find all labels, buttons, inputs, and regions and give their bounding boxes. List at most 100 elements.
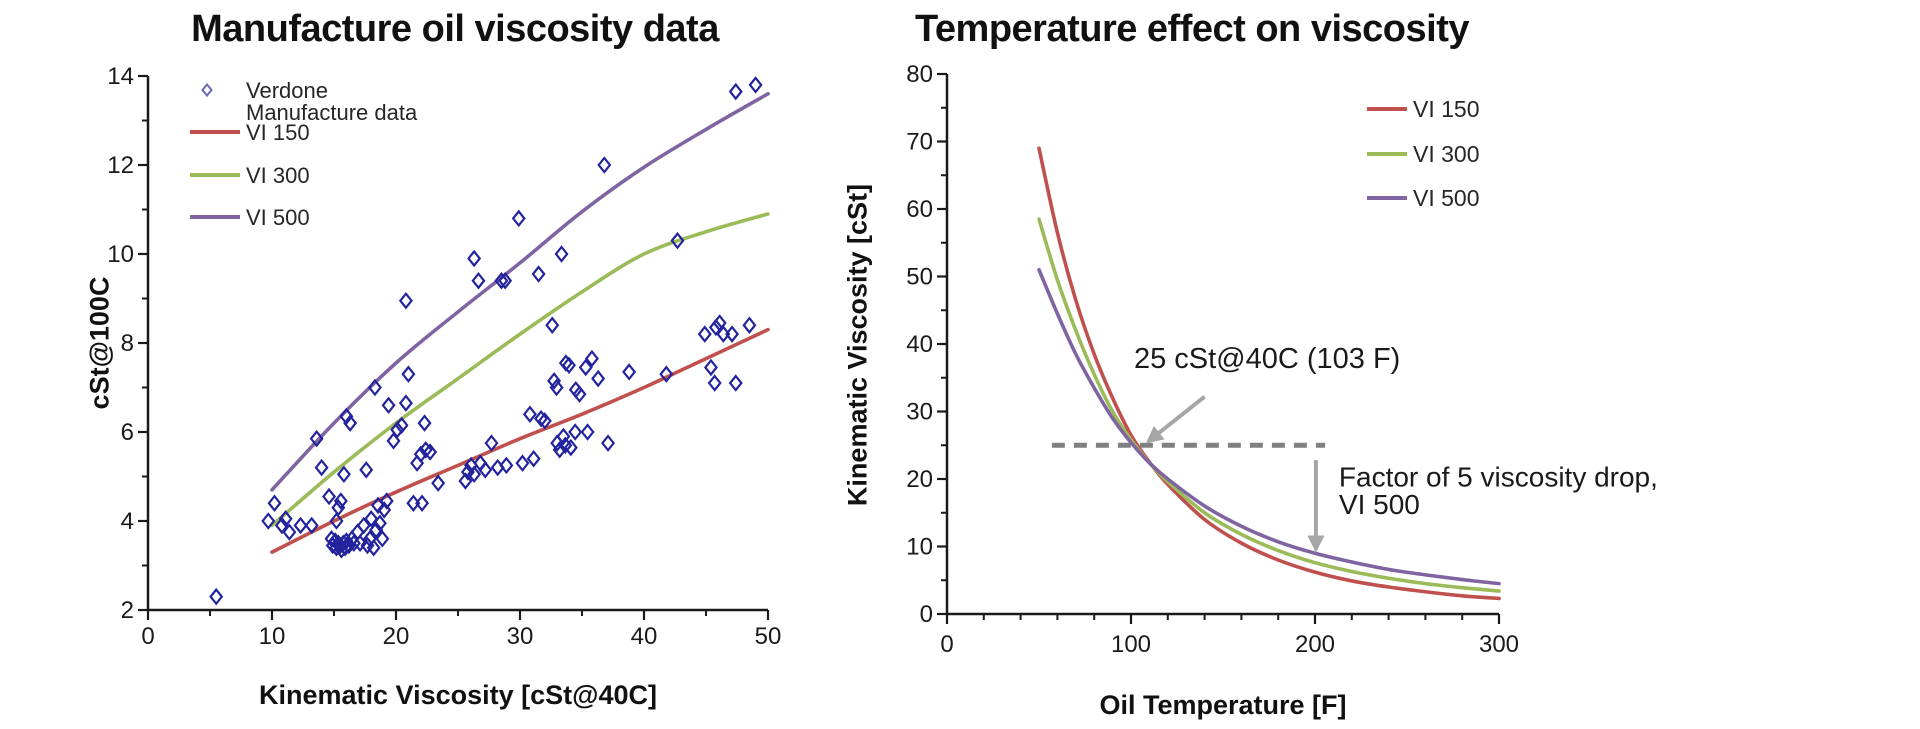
scatter-point [364,510,379,528]
series-line-vi-150 [1037,146,1501,601]
series-line-vi-150 [270,327,770,554]
scatter-point [366,538,381,557]
y-tick-label: 80 [906,61,933,88]
scatter-point [534,409,549,428]
series-line-vi-300 [1037,217,1501,593]
legend-label-vi-500: VI 500 [1413,185,1480,211]
scatter-point [597,156,612,174]
scatter-point [584,349,599,368]
scatter-point [341,536,356,555]
x-tick-label: 0 [940,631,953,658]
scatter-point [278,510,293,528]
y-tick-label: 40 [906,331,933,358]
scatter-point [484,434,499,452]
y-tick-label: 2 [121,597,134,624]
scatter-point [728,82,743,101]
x-tick-label: 10 [259,623,286,650]
legend-scatter-label: Verdone [246,78,328,103]
left-x-axis-label: Kinematic Viscosity [cSt@40C] [259,680,657,710]
x-tick-label: 200 [1295,631,1335,658]
scatter-point [401,365,416,383]
scatter-point [591,369,606,388]
scatter-point [526,449,541,468]
scatter-point [398,291,413,310]
y-tick-label: 30 [906,399,933,426]
y-tick-label: 6 [121,419,134,446]
scatter-point [478,461,493,479]
scatter-point [697,325,712,343]
scatter-point [670,231,685,250]
series-line-vi-500 [270,92,770,492]
scatter-point [333,492,348,510]
x-tick-label: 50 [755,623,782,650]
scatter-point [336,465,351,484]
annotation-text: 25 cSt@40C (103 F) [1134,343,1400,375]
y-tick-label: 60 [906,196,933,223]
scatter-point [494,271,509,290]
scatter-point [515,454,530,472]
scatter-point [742,316,757,334]
y-tick-label: 50 [906,264,933,291]
y-tick-label: 12 [107,152,134,179]
legend-diamond-icon [201,82,213,98]
y-tick-label: 70 [906,129,933,156]
y-tick-label: 8 [121,330,134,357]
scatter-point [390,421,405,439]
scatter-point [209,587,224,606]
y-tick-label: 10 [906,534,933,561]
annotation-arrow [1145,395,1206,444]
series-line-vi-300 [270,212,770,528]
scatter-point [601,434,616,452]
y-tick-label: 20 [906,466,933,493]
scatter-point [267,494,282,512]
scatter-point [423,443,438,461]
series-line-vi-500 [1037,267,1501,586]
y-tick-label: 4 [121,508,134,535]
scatter-point [467,465,482,484]
scatter-point [703,358,718,377]
scatter-point [394,416,409,435]
scatter-point [547,372,562,390]
legend-label-vi-300: VI 300 [246,163,310,188]
scatter-point [304,516,319,535]
scatter-point [572,385,587,403]
x-tick-label: 40 [631,623,658,650]
y-tick-label: 0 [920,601,933,628]
scatter-point [537,412,552,430]
scatter-point [622,363,637,381]
scatter-point [568,423,583,441]
scatter-point [369,521,384,539]
scatter-point [431,474,446,492]
scatter-point [554,245,569,263]
scatter-point [339,407,354,426]
scatter-point [379,492,394,510]
scatter-point [568,380,583,399]
scatter-point [708,318,723,337]
scatter-point [498,271,513,290]
x-tick-label: 300 [1479,631,1519,658]
scatter-point [353,534,368,553]
scatter-point [293,516,308,535]
scatter-point [322,487,337,506]
scatter-point [359,461,374,479]
y-tick-label: 14 [107,63,134,90]
scatter-point [556,427,571,446]
x-tick-label: 20 [383,623,410,650]
scatter-point [417,414,432,432]
right-x-axis-label: Oil Temperature [F] [1099,690,1347,720]
scatter-point [381,396,396,415]
legend-label-vi-500: VI 500 [246,205,310,230]
scatter-point [329,512,344,530]
scatter-point [386,432,401,450]
scatter-point [531,265,546,283]
scatter-point [282,523,297,541]
scatter-point [522,405,537,423]
y-tick-label: 10 [107,241,134,268]
scatter-point [343,414,358,432]
scatter-point [375,530,390,548]
scatter-point [511,209,526,228]
scatter-point [314,458,329,477]
scatter-point [707,374,722,392]
scatter-point [659,365,674,383]
